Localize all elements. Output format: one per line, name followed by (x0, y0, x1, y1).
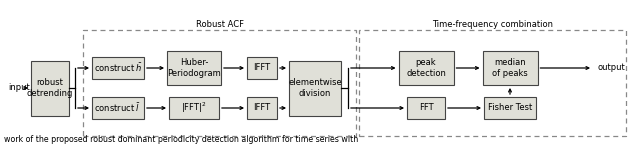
Bar (31, 60, 69, 116)
Text: IFFT: IFFT (253, 103, 271, 112)
Text: construct $\bar{l}$: construct $\bar{l}$ (95, 102, 141, 114)
Text: IFFT: IFFT (253, 63, 271, 72)
Text: elementwise
division: elementwise division (288, 78, 342, 98)
Bar (167, 51, 221, 85)
Text: construct $\bar{h}$: construct $\bar{h}$ (93, 62, 142, 74)
Text: Robust ACF: Robust ACF (195, 20, 243, 29)
Bar (484, 97, 536, 119)
Text: Huber-
Periodogram: Huber- Periodogram (167, 58, 221, 78)
Text: $|\mathrm{FFT}|^2$: $|\mathrm{FFT}|^2$ (181, 101, 207, 115)
Bar (169, 97, 219, 119)
Bar (83, 30, 356, 136)
Bar (359, 30, 626, 136)
Text: median
of peaks: median of peaks (492, 58, 528, 78)
Text: Fisher Test: Fisher Test (488, 103, 532, 112)
Text: work of the proposed robust dominant periodicity detection algorithm for time se: work of the proposed robust dominant per… (4, 135, 358, 144)
Bar (399, 51, 454, 85)
Bar (92, 97, 144, 119)
Bar (247, 57, 277, 79)
Bar (289, 60, 341, 116)
Bar (483, 51, 538, 85)
Text: Time-frequency combination: Time-frequency combination (432, 20, 553, 29)
Bar (92, 57, 144, 79)
Text: output: output (598, 63, 626, 72)
Bar (407, 97, 445, 119)
Text: peak
detection: peak detection (406, 58, 446, 78)
Bar (247, 97, 277, 119)
Text: input: input (8, 84, 29, 93)
Text: robust
detrending: robust detrending (27, 78, 73, 98)
Text: FFT: FFT (419, 103, 433, 112)
